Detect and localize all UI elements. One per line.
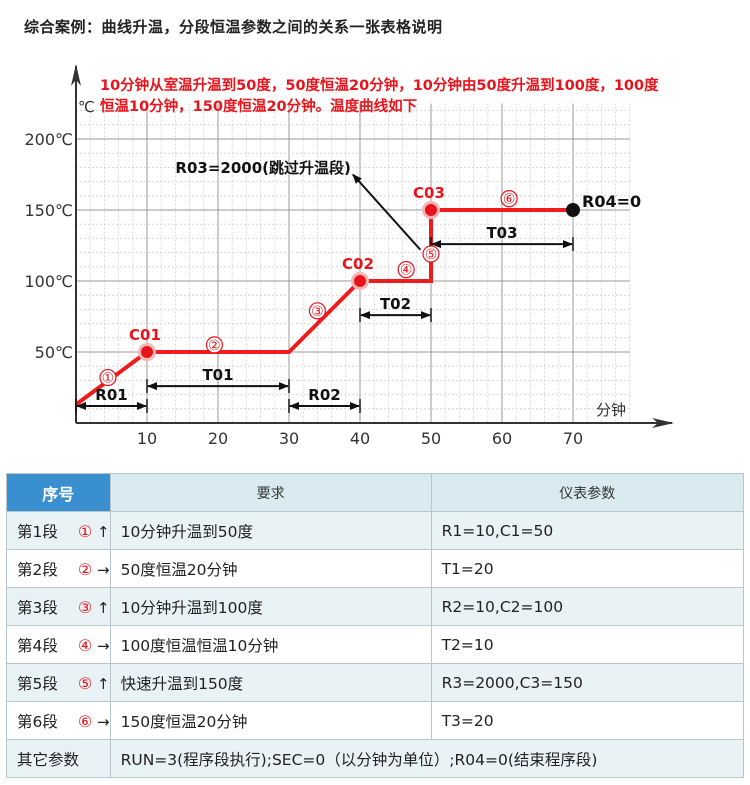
x-tick-label: 20: [208, 429, 228, 448]
parameter-cell: R3=2000,C3=150: [430, 663, 745, 702]
x-tick-label: 50: [421, 429, 441, 448]
footer-label-cell: 其它参数: [6, 739, 111, 778]
setpoint-label: C03: [413, 184, 445, 202]
segment-number-icon: ⑤: [77, 673, 93, 693]
requirement-cell: 10分钟升温到100度: [109, 587, 432, 626]
requirement-cell: 50度恒温20分钟: [109, 549, 432, 588]
segment-name: 第6段: [17, 712, 58, 731]
segment-number-label: ⑥: [503, 192, 516, 208]
segment-number-label: ①: [102, 371, 115, 387]
setpoint-marker: [138, 343, 156, 361]
segment-name: 第5段: [17, 674, 58, 693]
end-point-marker: [566, 203, 580, 217]
parameter-cell: T2=10: [430, 625, 745, 664]
x-tick-label: 70: [563, 429, 583, 448]
x-tick-label: 40: [350, 429, 370, 448]
table-row: 第5段 ⑤ ↑ 快速升温到150度 R3=2000,C3=150: [6, 663, 745, 702]
segment-number-badge: [99, 368, 117, 387]
requirement-cell: 10分钟升温到50度: [109, 511, 432, 550]
parameter-cell: T3=20: [430, 701, 745, 740]
segment-cell: 第4段 ④ →: [6, 625, 111, 664]
arrow-up-icon: ↑: [97, 674, 110, 693]
page-title: 综合案例：曲线升温，分段恒温参数之间的关系一张表格说明: [24, 18, 443, 36]
parameter-cell: R2=10,C2=100: [430, 587, 745, 626]
y-axis-label: ℃: [78, 98, 95, 116]
header-requirement: 要求: [109, 473, 432, 512]
segment-number-label: ②: [208, 338, 221, 354]
annotation-arrow: [352, 173, 422, 251]
segment-number-icon: ③: [77, 597, 93, 617]
table-row-footer: 其它参数 RUN=3(程序段执行);SEC=0（以分钟为单位）;R04=0(结束程…: [6, 739, 745, 778]
x-tick-label: 60: [492, 429, 512, 448]
segment-cell: 第5段 ⑤ ↑: [6, 663, 111, 702]
segment-number-icon: ②: [77, 559, 93, 579]
table-row: 第3段 ③ ↑ 10分钟升温到100度 R2=10,C2=100: [6, 587, 745, 626]
segment-number-badge: [500, 190, 518, 208]
y-tick-label: 200℃: [24, 130, 73, 149]
requirement-cell: 100度恒温恒温10分钟: [109, 625, 432, 664]
table-row: 第2段 ② → 50度恒温20分钟 T1=20: [6, 549, 745, 588]
segment-cell: 第3段 ③ ↑: [6, 587, 111, 626]
segment-name: 第1段: [17, 522, 58, 541]
x-tick-label: 30: [279, 429, 299, 448]
arrow-right-icon: →: [97, 712, 110, 731]
segment-name: 第4段: [17, 636, 58, 655]
parameter-cell: T1=20: [430, 549, 745, 588]
header-seq: 序号: [6, 473, 111, 512]
annotation-label: R03=2000(跳过升温段): [175, 159, 350, 177]
table-row: 第4段 ④ → 100度恒温恒温10分钟 T2=10: [6, 625, 745, 664]
setpoint-marker: [351, 272, 369, 290]
segment-number-badge: [397, 261, 415, 279]
table-row: 第1段 ① ↑ 10分钟升温到50度 R1=10,C1=50: [6, 511, 745, 550]
footer-text-cell: RUN=3(程序段执行);SEC=0（以分钟为单位）;R04=0(结束程序段): [109, 739, 745, 778]
setpoint-label: C02: [342, 255, 374, 273]
segment-number-label: ③: [311, 304, 324, 320]
segment-number-badge: [205, 336, 224, 354]
y-tick-label: 50℃: [35, 343, 73, 362]
table-row: 第6段 ⑥ → 150度恒温20分钟 T3=20: [6, 701, 745, 740]
y-tick-label: 150℃: [24, 201, 73, 220]
segment-number-label: ④: [400, 263, 413, 279]
segment-number-icon: ①: [77, 521, 93, 541]
arrow-up-icon: ↑: [97, 598, 110, 617]
header-params: 仪表参数: [430, 473, 745, 512]
requirement-cell: 150度恒温20分钟: [109, 701, 432, 740]
span-label: R02: [308, 386, 340, 404]
arrow-up-icon: ↑: [97, 522, 110, 541]
segment-number-icon: ⑥: [77, 711, 93, 731]
end-point-label: R04=0: [582, 192, 641, 211]
setpoint-marker: [422, 201, 440, 219]
temperature-curve-chart: 10 20 30 40 50 60 70 50℃ 100℃ 150℃ 200℃ ℃ 分钟 R01 T01 R0…: [24, 64, 674, 448]
segment-number-badge: [308, 302, 326, 320]
span-label: T02: [380, 295, 411, 313]
segment-number-label: ⑤: [425, 247, 438, 263]
x-tick-label: 10: [137, 429, 157, 448]
segment-cell: 第6段 ⑥ →: [6, 701, 111, 740]
table-header-row: 序号 要求 仪表参数: [6, 473, 745, 512]
requirement-cell: 快速升温到150度: [109, 663, 432, 702]
span-label: T03: [486, 224, 517, 242]
segment-name: 第2段: [17, 560, 58, 579]
arrow-right-icon: →: [97, 636, 110, 655]
span-label: T01: [202, 366, 233, 384]
segment-name: 第3段: [17, 598, 58, 617]
arrow-right-icon: →: [97, 560, 110, 579]
y-tick-label: 100℃: [24, 272, 73, 291]
setpoint-label: C01: [129, 326, 161, 344]
chart-note: 10分钟从室温升温到50度，50度恒温20分钟，10分钟由50度升温到100度，…: [100, 78, 659, 115]
segment-number-icon: ④: [77, 635, 93, 655]
parameter-table: 序号 要求 仪表参数 第1段 ① ↑ 10分钟升温到50度 R1=10,C1=50 第2段…: [6, 473, 745, 778]
parameter-cell: R1=10,C1=50: [430, 511, 745, 550]
segment-number-badge: [422, 245, 440, 263]
span-label: R01: [95, 386, 127, 404]
segment-cell: 第2段 ② →: [6, 549, 111, 588]
segment-cell: 第1段 ① ↑: [6, 511, 111, 550]
x-axis-label: 分钟: [596, 401, 626, 419]
